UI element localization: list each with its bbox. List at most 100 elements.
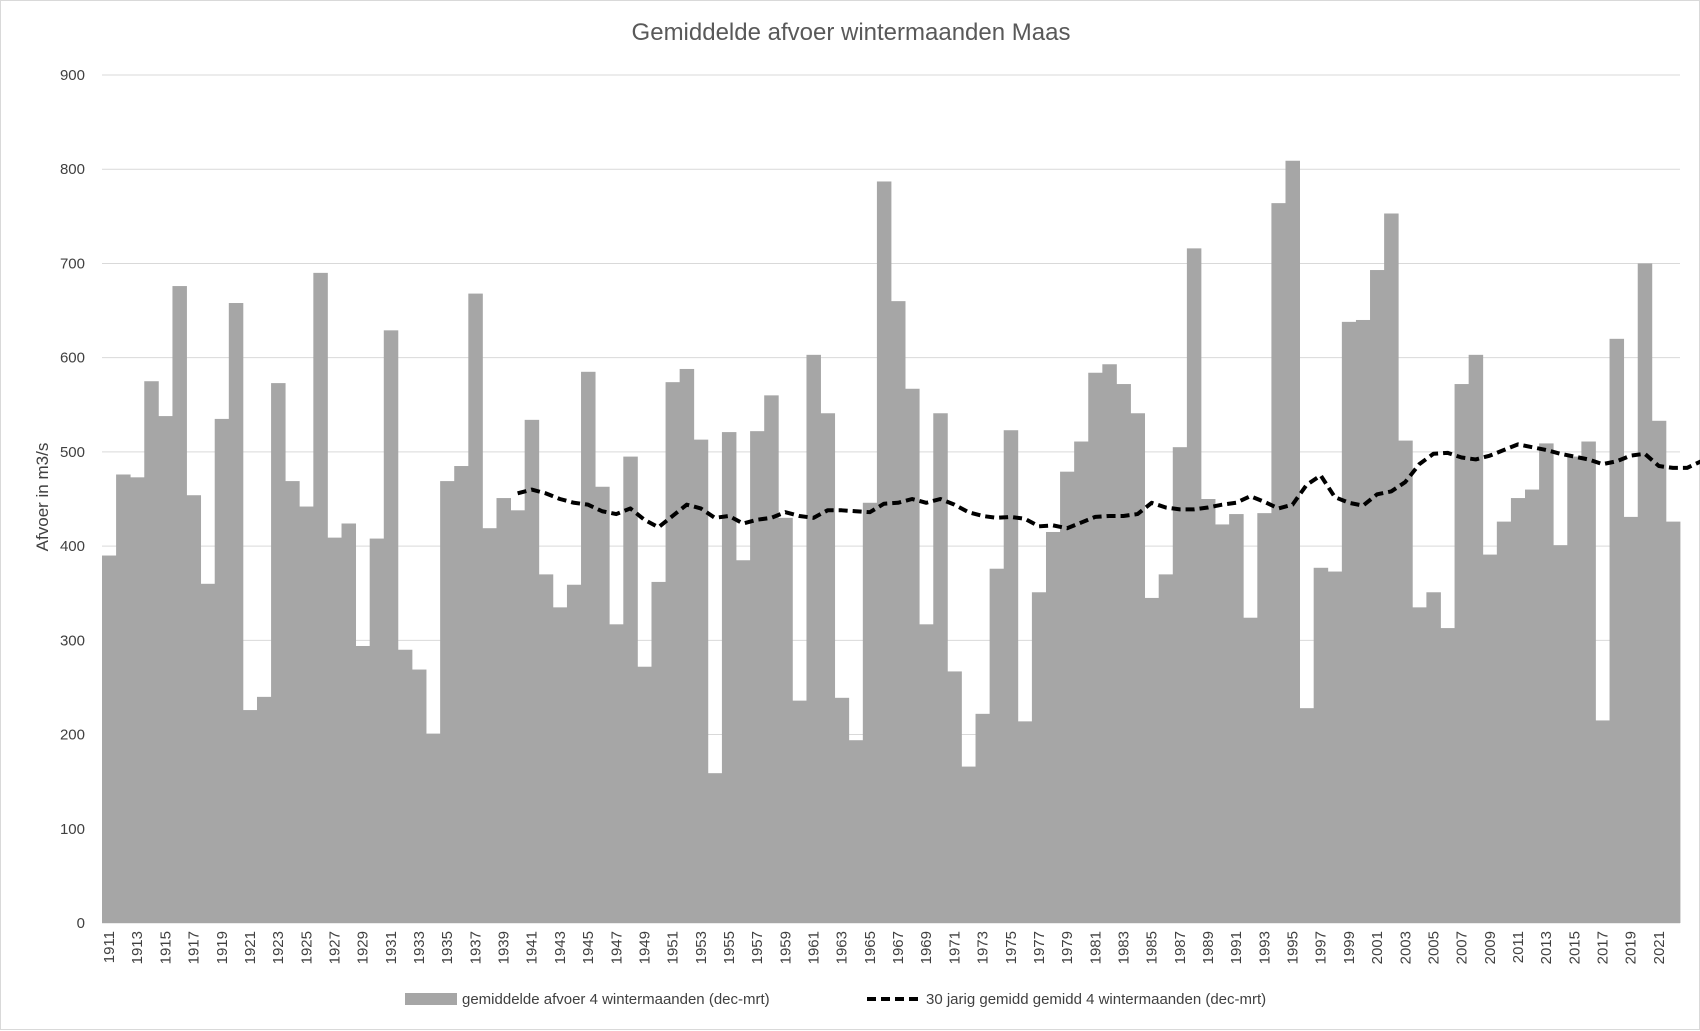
bar bbox=[1665, 521, 1681, 923]
x-tick-label: 1927 bbox=[326, 931, 343, 964]
x-tick-label: 1953 bbox=[693, 931, 710, 964]
bar bbox=[1003, 430, 1019, 923]
y-tick-labels: 0 100 200 300 400 500 600 700 800 900 bbox=[60, 67, 85, 932]
x-tick-label: 1941 bbox=[524, 931, 541, 964]
bar bbox=[665, 382, 681, 924]
bar bbox=[876, 181, 892, 923]
bar bbox=[144, 381, 159, 923]
y-tick-label: 800 bbox=[60, 161, 85, 178]
bar bbox=[1158, 574, 1174, 923]
x-tick-label: 2013 bbox=[1538, 931, 1555, 964]
x-tick-label: 1973 bbox=[975, 931, 992, 964]
x-tick-label: 1993 bbox=[1256, 931, 1273, 964]
bar bbox=[383, 330, 399, 923]
bar bbox=[1045, 531, 1061, 923]
bar bbox=[651, 581, 666, 923]
bar bbox=[736, 560, 751, 923]
bar bbox=[581, 371, 596, 923]
bar bbox=[355, 645, 371, 923]
bar bbox=[721, 432, 737, 923]
bar bbox=[989, 568, 1005, 923]
bar bbox=[919, 624, 934, 923]
x-tick-label: 1989 bbox=[1200, 931, 1217, 964]
bar bbox=[397, 649, 413, 923]
y-tick-label: 900 bbox=[60, 67, 85, 84]
bar bbox=[1074, 441, 1089, 923]
bar bbox=[1384, 213, 1399, 924]
bar bbox=[975, 713, 991, 923]
bar bbox=[468, 293, 483, 923]
x-tick-label: 1965 bbox=[862, 931, 879, 964]
bar bbox=[1637, 263, 1653, 923]
x-tick-label: 1969 bbox=[918, 931, 935, 964]
bar bbox=[285, 481, 300, 923]
bar bbox=[158, 416, 173, 923]
x-tick-label: 1913 bbox=[129, 931, 146, 964]
bar bbox=[1102, 364, 1117, 923]
x-tick-label: 2009 bbox=[1482, 931, 1499, 964]
bar bbox=[679, 368, 695, 923]
x-tick-label: 1935 bbox=[439, 931, 456, 964]
bar bbox=[482, 528, 497, 923]
bar bbox=[1398, 440, 1413, 923]
bar bbox=[1341, 321, 1357, 924]
x-tick-label: 1933 bbox=[411, 931, 428, 964]
bar bbox=[552, 607, 568, 923]
bar bbox=[947, 671, 962, 923]
bar bbox=[806, 354, 821, 924]
x-tick-label: 2011 bbox=[1510, 931, 1527, 963]
bar bbox=[820, 413, 836, 923]
x-tick-label: 2015 bbox=[1566, 931, 1583, 964]
x-tick-label: 2017 bbox=[1595, 931, 1612, 964]
bar bbox=[764, 395, 779, 923]
bar bbox=[242, 710, 258, 923]
bar bbox=[623, 456, 638, 923]
x-tick-label: 2019 bbox=[1623, 931, 1640, 964]
chart-title: Gemiddelde afvoer wintermaanden Maas bbox=[632, 19, 1071, 46]
bar bbox=[1426, 592, 1441, 923]
bar bbox=[905, 388, 920, 923]
x-tick-label: 1939 bbox=[496, 931, 513, 964]
x-tick-label: 1947 bbox=[608, 931, 625, 964]
bar bbox=[1313, 567, 1329, 923]
bar bbox=[327, 537, 342, 923]
bar bbox=[1355, 319, 1371, 923]
bar bbox=[1088, 372, 1103, 924]
bar bbox=[792, 700, 807, 923]
bar bbox=[1144, 597, 1160, 923]
bar bbox=[102, 555, 117, 923]
x-tick-label: 1963 bbox=[834, 931, 851, 964]
bar bbox=[891, 301, 906, 924]
legend-bar-swatch bbox=[405, 993, 457, 1005]
bar bbox=[130, 477, 145, 923]
x-tick-label: 1911 bbox=[101, 931, 118, 963]
bar bbox=[1116, 384, 1131, 923]
y-tick-label: 100 bbox=[60, 821, 85, 838]
bar bbox=[1017, 721, 1033, 923]
bar bbox=[454, 466, 469, 923]
bar bbox=[1172, 447, 1188, 923]
bar bbox=[1412, 607, 1427, 923]
bar bbox=[1215, 524, 1230, 923]
x-tick-label: 1997 bbox=[1313, 931, 1330, 964]
bar bbox=[862, 502, 878, 923]
y-tick-label: 500 bbox=[60, 444, 85, 461]
x-tick-label: 2007 bbox=[1454, 931, 1471, 964]
line-series bbox=[517, 442, 1700, 531]
bar bbox=[933, 413, 948, 923]
x-tick-label: 2003 bbox=[1397, 931, 1414, 964]
y-tick-label: 0 bbox=[77, 915, 85, 932]
bar bbox=[848, 740, 864, 923]
legend: gemiddelde afvoer 4 wintermaanden (dec-m… bbox=[405, 991, 1266, 1008]
bar bbox=[1370, 270, 1385, 923]
bar bbox=[369, 538, 385, 923]
bar bbox=[116, 474, 131, 923]
bar bbox=[426, 733, 441, 923]
x-tick-label: 1957 bbox=[749, 931, 766, 964]
x-tick-label: 1983 bbox=[1115, 931, 1132, 964]
bar bbox=[1031, 592, 1047, 923]
bar bbox=[524, 419, 540, 923]
bar bbox=[1299, 708, 1315, 923]
bar bbox=[496, 498, 511, 923]
